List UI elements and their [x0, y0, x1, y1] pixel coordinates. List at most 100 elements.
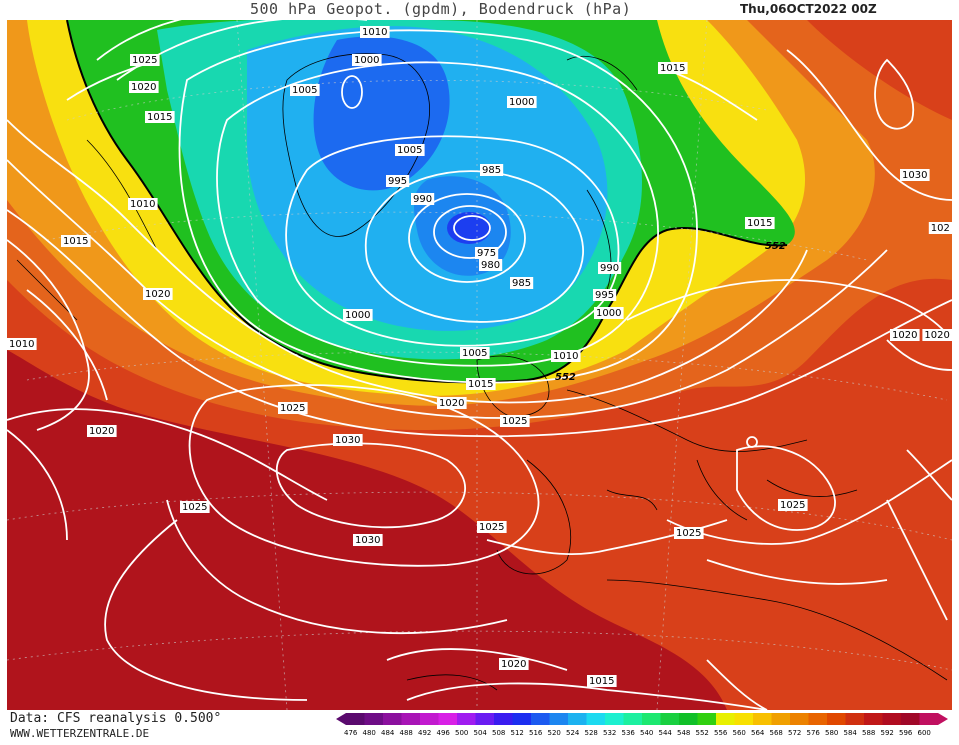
svg-text:995: 995: [595, 290, 614, 301]
svg-text:1025: 1025: [676, 528, 701, 539]
isobar-label: 1000: [594, 307, 624, 319]
isobar-label: 1015: [587, 675, 617, 687]
colorbar-tick-label: 492: [418, 729, 431, 737]
colorbar-tick-label: 580: [825, 729, 838, 737]
isobar-label: 1000: [352, 54, 382, 66]
isobar-label: 1020: [922, 329, 952, 341]
isobar-label: 1025: [500, 415, 530, 427]
colorbar-swatch: [808, 713, 827, 725]
svg-text:1010: 1010: [9, 339, 34, 350]
svg-text:1020: 1020: [89, 426, 114, 437]
isobar-label: 1020: [499, 658, 529, 670]
contour-label: 552: [765, 241, 786, 252]
colorbar-swatch: [586, 713, 605, 725]
isobar-label: 1015: [145, 111, 175, 123]
contour-552: [66, 20, 788, 384]
svg-text:1015: 1015: [660, 63, 685, 74]
isobar-label: 1030: [333, 434, 363, 446]
svg-text:1020: 1020: [145, 289, 170, 300]
colorbar-tick-label: 544: [659, 729, 673, 737]
colorbar-swatch: [753, 713, 772, 725]
colorbar-tick-label: 484: [381, 729, 395, 737]
colorbar-tick-label: 596: [899, 729, 913, 737]
svg-text:1015: 1015: [747, 218, 772, 229]
svg-text:1020: 1020: [892, 330, 917, 341]
isobar-label: 1015: [658, 62, 688, 74]
colorbar-swatch: [457, 713, 476, 725]
colorbar-swatch: [623, 713, 642, 725]
svg-text:1010: 1010: [130, 199, 155, 210]
isobar-label: 1005: [395, 144, 425, 156]
svg-text:1000: 1000: [509, 97, 534, 108]
svg-text:1015: 1015: [63, 236, 88, 247]
colorbar-swatch: [512, 713, 531, 725]
colorbar-swatch: [568, 713, 587, 725]
isobar-label: 990: [411, 193, 435, 205]
weather-map: 1010 1000 1025 1020 1015 1005 1000 1005 995 990 98…: [7, 20, 952, 710]
colorbar-tick-label: 548: [677, 729, 690, 737]
contour-labels: 552 552: [555, 241, 786, 383]
isobar-label: 1010: [551, 350, 581, 362]
isobar-label: 975: [475, 247, 499, 259]
colorbar-swatch: [531, 713, 550, 725]
svg-text:1005: 1005: [397, 145, 422, 156]
colorbar-tick-label: 504: [474, 729, 488, 737]
isobar-label: 102: [928, 222, 952, 234]
website-label: WWW.WETTERZENTRALE.DE: [10, 727, 150, 740]
svg-text:102: 102: [931, 223, 950, 234]
colorbar-swatch: [420, 713, 439, 725]
map-datetime: Thu,06OCT2022 00Z: [740, 2, 877, 16]
svg-text:1015: 1015: [468, 379, 493, 390]
svg-text:1020: 1020: [131, 82, 156, 93]
colorbar-swatch: [605, 713, 624, 725]
colorbar-tick-label: 568: [770, 729, 783, 737]
data-source-label: Data: CFS reanalysis 0.500°: [10, 711, 222, 726]
isobar-label: 980: [479, 259, 503, 271]
isobar-label: 1025: [180, 501, 210, 513]
svg-text:995: 995: [388, 176, 407, 187]
isobar-label: 1015: [466, 378, 496, 390]
colorbar-swatch: [827, 713, 846, 725]
svg-text:1015: 1015: [589, 676, 614, 687]
isobar-label: 1010: [128, 198, 158, 210]
svg-text:985: 985: [512, 278, 531, 289]
colorbar-tick-label: 588: [862, 729, 875, 737]
svg-text:1030: 1030: [902, 170, 927, 181]
colorbar-left-arrow: [336, 713, 346, 725]
svg-text:1025: 1025: [132, 55, 157, 66]
svg-text:980: 980: [481, 260, 500, 271]
svg-text:990: 990: [413, 194, 432, 205]
coastlines: [16, 53, 948, 691]
colorbar-swatch: [549, 713, 568, 725]
isobar-label: 1005: [290, 84, 320, 96]
colorbar-tick-label: 584: [844, 729, 858, 737]
colorbar-tick-label: 600: [918, 729, 931, 737]
isobar-label: 1025: [278, 402, 308, 414]
colorbar-tick-label: 528: [585, 729, 598, 737]
svg-text:975: 975: [477, 248, 496, 259]
isobar-label: 1025: [477, 521, 507, 533]
colorbar-tick-label: 476: [344, 729, 358, 737]
colorbar-tick-label: 524: [566, 729, 580, 737]
isobar-label: 1025: [778, 499, 808, 511]
colorbar-swatch: [475, 713, 494, 725]
contour-label: 552: [555, 372, 576, 383]
map-title: 500 hPa Geopot. (gpdm), Bodendruck (hPa): [250, 0, 632, 18]
colorbar-tick-label: 556: [714, 729, 728, 737]
colorbar-swatch: [383, 713, 402, 725]
svg-text:1005: 1005: [292, 85, 317, 96]
isobar-label: 985: [480, 164, 504, 176]
colorbar-swatch: [901, 713, 920, 725]
isobar-label: 1010: [7, 338, 37, 350]
isobar-label: 995: [386, 175, 410, 187]
colorbar-tick-label: 520: [548, 729, 561, 737]
svg-text:1025: 1025: [280, 403, 305, 414]
svg-text:1015: 1015: [147, 112, 172, 123]
svg-text:1025: 1025: [479, 522, 504, 533]
isobar-label: 1020: [87, 425, 117, 437]
colorbar-swatch: [864, 713, 883, 725]
svg-text:1020: 1020: [501, 659, 526, 670]
isobars: [7, 20, 952, 710]
colorbar-tick-label: 552: [696, 729, 709, 737]
colorbar-swatch: [642, 713, 661, 725]
